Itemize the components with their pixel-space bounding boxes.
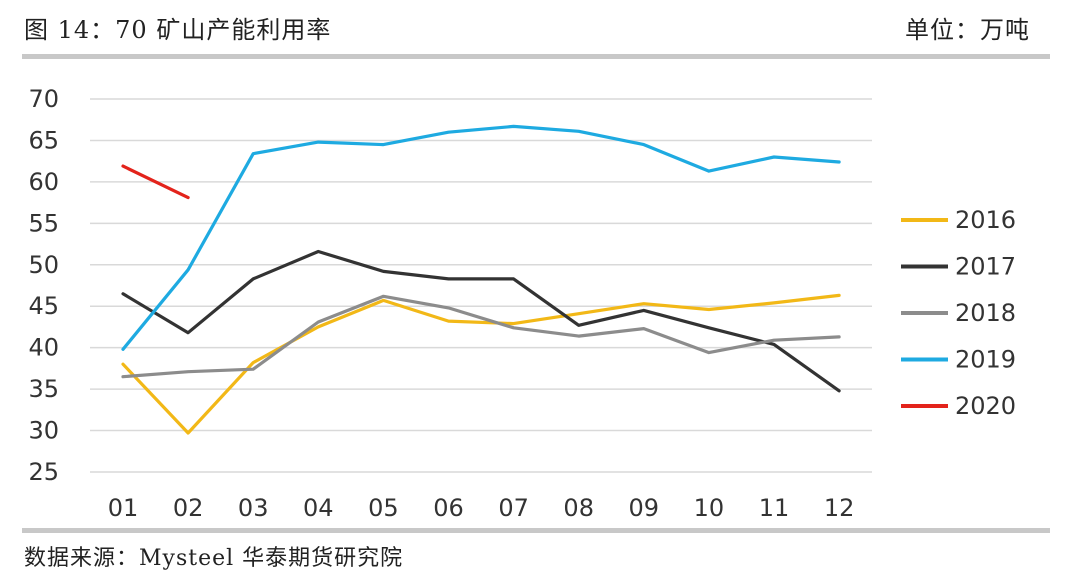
x-tick-label: 06 <box>433 494 464 522</box>
y-tick-label: 55 <box>28 209 59 237</box>
x-tick-label: 07 <box>498 494 529 522</box>
x-tick-label: 11 <box>759 494 790 522</box>
unit-label: 单位：万吨 <box>905 16 1030 44</box>
x-tick-label: 03 <box>238 494 269 522</box>
y-axis-ticks: 25 30 35 40 45 50 55 60 65 70 <box>28 85 59 486</box>
series-line-2018 <box>121 294 841 379</box>
figure-title: 图 14：70 矿山产能利用率 <box>24 16 332 44</box>
series-line-2017 <box>121 249 841 393</box>
y-tick-label: 25 <box>28 458 59 486</box>
x-tick-label: 04 <box>303 494 334 522</box>
legend-item-2017: 2017 <box>901 253 1016 281</box>
y-tick-label: 65 <box>28 126 59 154</box>
x-tick-label: 12 <box>824 494 855 522</box>
series-line-2020 <box>121 164 190 200</box>
legend-label: 2020 <box>955 392 1016 420</box>
y-tick-label: 40 <box>28 334 59 362</box>
legend-item-2020: 2020 <box>901 392 1016 420</box>
x-tick-label: 02 <box>173 494 204 522</box>
legend-item-2016: 2016 <box>901 206 1016 234</box>
y-tick-label: 35 <box>28 375 59 403</box>
y-tick-label: 70 <box>28 85 59 113</box>
y-tick-label: 30 <box>28 417 59 445</box>
y-tick-label: 60 <box>28 168 59 196</box>
y-tick-label: 45 <box>28 292 59 320</box>
top-divider <box>22 54 1050 59</box>
x-tick-label: 09 <box>629 494 660 522</box>
legend-label: 2016 <box>955 206 1016 234</box>
y-tick-label: 50 <box>28 251 59 279</box>
legend: 2016 2017 2018 2019 2020 <box>901 206 1016 420</box>
series-line-2016 <box>121 293 841 435</box>
series-lines <box>121 124 841 435</box>
x-tick-label: 05 <box>368 494 399 522</box>
x-tick-label: 08 <box>563 494 594 522</box>
legend-label: 2017 <box>955 253 1016 281</box>
grid-lines <box>90 98 872 473</box>
series-line-2019 <box>121 124 841 351</box>
legend-item-2019: 2019 <box>901 346 1016 374</box>
x-axis-ticks: 01 02 03 04 05 06 07 08 09 10 11 12 <box>108 494 855 522</box>
legend-item-2018: 2018 <box>901 299 1016 327</box>
legend-label: 2018 <box>955 299 1016 327</box>
source-note: 数据来源：Mysteel 华泰期货研究院 <box>24 546 404 571</box>
x-tick-label: 01 <box>108 494 139 522</box>
bottom-divider <box>22 528 1050 533</box>
x-tick-label: 10 <box>694 494 725 522</box>
legend-label: 2019 <box>955 346 1016 374</box>
